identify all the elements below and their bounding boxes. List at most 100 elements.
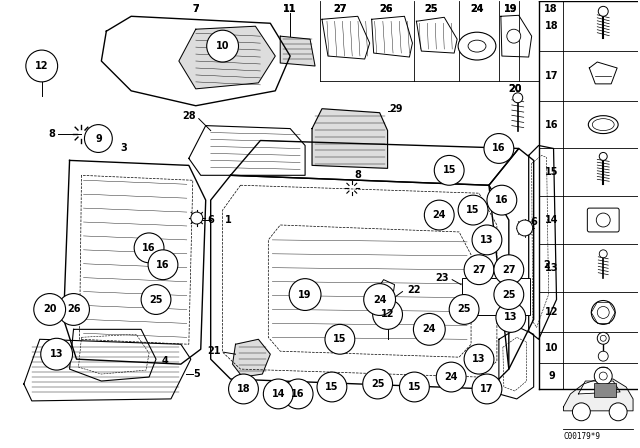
Circle shape	[289, 279, 321, 310]
FancyBboxPatch shape	[588, 208, 619, 232]
Text: 15: 15	[325, 382, 339, 392]
Text: 25: 25	[371, 379, 385, 389]
Text: 27: 27	[472, 265, 486, 275]
Polygon shape	[501, 15, 532, 57]
Text: 20: 20	[43, 305, 56, 314]
Text: 23: 23	[436, 273, 449, 283]
Circle shape	[317, 372, 347, 402]
Circle shape	[484, 134, 514, 164]
Text: 7: 7	[193, 4, 199, 14]
Text: 16: 16	[545, 120, 558, 129]
Text: 27: 27	[333, 4, 347, 14]
Polygon shape	[499, 327, 534, 399]
Text: 26: 26	[379, 4, 392, 14]
Text: 13: 13	[472, 354, 486, 364]
Polygon shape	[529, 146, 557, 339]
Text: 10: 10	[545, 343, 558, 353]
Text: 24: 24	[433, 210, 446, 220]
Text: 15: 15	[408, 382, 421, 392]
Text: 26: 26	[379, 4, 392, 14]
Text: 13: 13	[545, 263, 558, 273]
Text: 16: 16	[492, 143, 506, 154]
Text: C00179*9: C00179*9	[563, 432, 600, 441]
Circle shape	[435, 155, 464, 185]
Text: 15: 15	[545, 167, 558, 177]
Circle shape	[284, 379, 313, 409]
Text: 25: 25	[424, 4, 438, 14]
Circle shape	[458, 195, 488, 225]
Text: 11: 11	[284, 4, 297, 14]
Circle shape	[363, 369, 392, 399]
Polygon shape	[179, 26, 275, 89]
Polygon shape	[589, 62, 617, 84]
Bar	[462, 278, 530, 315]
Circle shape	[507, 29, 521, 43]
Text: 6: 6	[531, 217, 537, 227]
Circle shape	[449, 294, 479, 324]
Circle shape	[599, 372, 607, 380]
Circle shape	[58, 293, 90, 325]
Circle shape	[399, 372, 429, 402]
Circle shape	[494, 255, 524, 284]
Text: 11: 11	[284, 4, 297, 14]
Circle shape	[413, 314, 445, 345]
Text: 16: 16	[156, 260, 170, 270]
Text: 13: 13	[480, 235, 493, 245]
Polygon shape	[376, 280, 394, 307]
Text: 13: 13	[50, 349, 63, 359]
Circle shape	[572, 403, 590, 421]
Text: 27: 27	[333, 4, 347, 14]
Text: 25: 25	[149, 294, 163, 305]
Text: 16: 16	[291, 389, 305, 399]
Circle shape	[84, 125, 112, 152]
Circle shape	[141, 284, 171, 314]
Text: 24: 24	[470, 4, 484, 14]
Circle shape	[494, 280, 524, 310]
Text: 18: 18	[544, 4, 557, 14]
Circle shape	[41, 338, 72, 370]
Circle shape	[263, 379, 293, 409]
Polygon shape	[63, 160, 205, 364]
Circle shape	[496, 302, 525, 332]
Text: 10: 10	[216, 41, 229, 51]
Circle shape	[591, 301, 615, 324]
Circle shape	[34, 293, 65, 325]
Circle shape	[325, 324, 355, 354]
Text: 12: 12	[381, 310, 394, 319]
Text: 2: 2	[543, 260, 550, 270]
Ellipse shape	[592, 119, 614, 130]
Circle shape	[600, 335, 606, 341]
Circle shape	[424, 200, 454, 230]
Text: 9: 9	[548, 371, 555, 381]
Text: 17: 17	[545, 71, 558, 81]
Circle shape	[364, 284, 396, 315]
Polygon shape	[189, 125, 305, 175]
Text: 5: 5	[193, 369, 200, 379]
Text: 20: 20	[508, 84, 522, 94]
Polygon shape	[322, 16, 370, 59]
Text: 14: 14	[271, 389, 285, 399]
Text: 24: 24	[470, 4, 484, 14]
Circle shape	[609, 403, 627, 421]
Circle shape	[596, 213, 610, 227]
Circle shape	[464, 344, 494, 374]
Text: 27: 27	[502, 265, 516, 275]
Circle shape	[597, 306, 609, 319]
Circle shape	[513, 93, 523, 103]
Text: 24: 24	[444, 372, 458, 382]
Text: 17: 17	[480, 384, 493, 394]
Text: 6: 6	[207, 215, 214, 225]
Text: 22: 22	[408, 284, 421, 295]
Polygon shape	[232, 339, 270, 377]
Text: 4: 4	[161, 356, 168, 366]
Polygon shape	[230, 141, 519, 185]
Circle shape	[516, 220, 532, 236]
Circle shape	[134, 233, 164, 263]
Text: 12: 12	[35, 61, 49, 71]
Bar	[595, 383, 616, 397]
Polygon shape	[489, 148, 534, 369]
Circle shape	[191, 212, 203, 224]
Text: 21: 21	[207, 346, 221, 356]
Text: 14: 14	[545, 215, 558, 225]
Polygon shape	[312, 109, 388, 168]
